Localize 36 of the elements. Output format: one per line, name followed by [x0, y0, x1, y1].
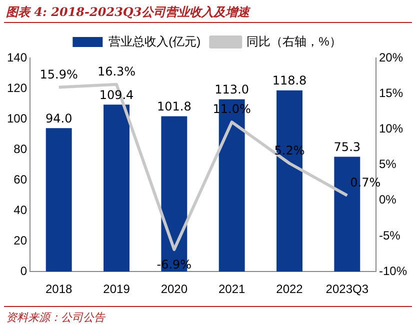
data-label: 118.8	[272, 73, 307, 88]
y2-tick-label: -10%	[378, 264, 408, 278]
y-tick-label: 80	[14, 142, 28, 156]
data-label: 94.0	[45, 111, 72, 126]
y2-tick-label: 10%	[378, 122, 404, 136]
y-tick-label: 60	[14, 172, 28, 186]
x-tick-label: 2021	[218, 282, 246, 296]
data-label: 109.4	[99, 88, 134, 102]
y-tick-label: 100	[6, 111, 28, 126]
y-tick-label: 40	[14, 202, 28, 217]
y2-tick-label: 0%	[378, 192, 397, 207]
y-tick-label: 0	[20, 264, 28, 278]
bar	[46, 128, 72, 272]
data-label: 101.8	[156, 99, 192, 114]
data-label: 113.0	[214, 82, 250, 96]
x-tick-label: 2023Q3	[326, 282, 369, 296]
chart-title: 图表 4: 2018-2023Q3公司营业收入及增速	[6, 4, 250, 21]
y2-tick-label: 20%	[378, 50, 404, 64]
y-tick-label: 120	[6, 80, 28, 95]
y2-tick-label: 5%	[378, 157, 397, 172]
legend-label: 营业总收入(亿元)	[108, 34, 201, 48]
y2-tick-label: 15%	[378, 86, 404, 100]
text: 资料来源：公司公告	[6, 310, 105, 325]
x-tick-label: 2020	[160, 282, 188, 296]
data-label: 15.9%	[40, 67, 78, 82]
legend-label: 同比（右轴，%）	[246, 34, 342, 48]
x-tick-label: 2022	[276, 282, 304, 296]
bar	[104, 104, 130, 272]
y-tick-label: 20	[14, 233, 28, 248]
data-label: 75.3	[334, 140, 361, 154]
x-tick-label: 2019	[103, 282, 130, 296]
bar	[276, 90, 302, 272]
y2-tick-label: -5%	[378, 228, 401, 242]
x-tick-label: 2018	[46, 282, 73, 296]
y-tick-label: 140	[6, 50, 28, 64]
data-label: 16.3%	[97, 64, 136, 78]
